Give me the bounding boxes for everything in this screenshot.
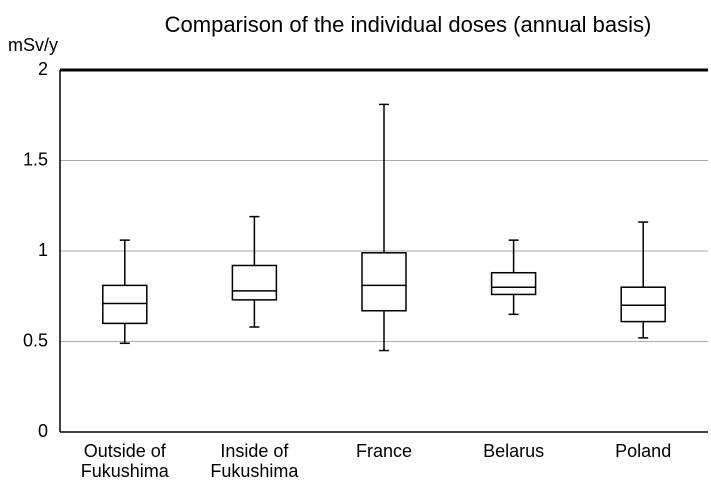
y-tick-label: 0: [38, 421, 48, 441]
x-tick-label: Poland: [615, 441, 671, 461]
x-tick-label: France: [356, 441, 412, 461]
y-tick-label: 1: [38, 240, 48, 260]
box: [231, 264, 278, 301]
box: [361, 252, 407, 312]
x-tick-label: Outside of Fukushima: [81, 441, 170, 481]
box: [102, 284, 148, 325]
y-axis-label: mSv/y: [8, 35, 58, 55]
box: [490, 271, 537, 296]
y-tick-label: 0.5: [23, 330, 48, 350]
x-tick-label-line: Outside of: [84, 441, 167, 461]
y-tick-label: 1.5: [23, 149, 48, 169]
x-tick-label-line: Fukushima: [210, 461, 299, 481]
x-tick-label-line: Poland: [615, 441, 671, 461]
y-tick-label: 2: [38, 59, 48, 79]
x-tick-label: Inside of Fukushima: [210, 441, 299, 481]
x-tick-label-line: Belarus: [483, 441, 544, 461]
x-tick-label-line: France: [356, 441, 412, 461]
chart-title: Comparison of the individual doses (annu…: [165, 12, 652, 37]
x-tick-label-line: Inside of: [220, 441, 289, 461]
x-tick-label: Belarus: [483, 441, 544, 461]
box: [620, 286, 666, 323]
x-tick-label-line: Fukushima: [81, 461, 170, 481]
